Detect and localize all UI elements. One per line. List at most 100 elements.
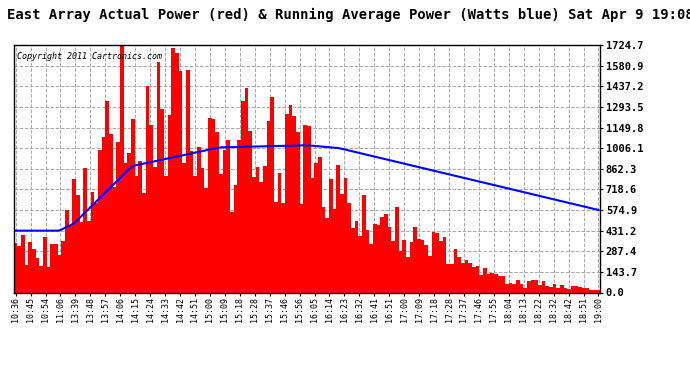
Bar: [32, 249, 36, 292]
Bar: [435, 233, 439, 292]
Bar: [293, 116, 296, 292]
Bar: [102, 138, 106, 292]
Bar: [549, 287, 553, 292]
Bar: [527, 281, 531, 292]
Bar: [439, 242, 443, 292]
Bar: [432, 232, 435, 292]
Bar: [486, 274, 491, 292]
Bar: [112, 188, 117, 292]
Bar: [582, 288, 586, 292]
Bar: [538, 285, 542, 292]
Bar: [446, 264, 450, 292]
Bar: [182, 163, 186, 292]
Bar: [259, 182, 263, 292]
Bar: [351, 228, 355, 292]
Bar: [505, 284, 509, 292]
Bar: [83, 168, 87, 292]
Bar: [248, 131, 252, 292]
Bar: [520, 284, 523, 292]
Bar: [380, 217, 384, 292]
Bar: [333, 209, 337, 292]
Bar: [366, 230, 369, 292]
Bar: [553, 285, 556, 292]
Bar: [377, 225, 380, 292]
Bar: [410, 242, 413, 292]
Bar: [469, 264, 472, 292]
Bar: [171, 48, 175, 292]
Bar: [578, 287, 582, 292]
Bar: [296, 132, 299, 292]
Bar: [315, 163, 318, 292]
Bar: [491, 273, 494, 292]
Bar: [204, 188, 208, 292]
Bar: [256, 166, 259, 292]
Bar: [230, 212, 234, 292]
Bar: [593, 290, 597, 292]
Bar: [168, 115, 171, 292]
Bar: [157, 62, 160, 292]
Bar: [201, 168, 204, 292]
Bar: [72, 179, 76, 292]
Bar: [454, 249, 457, 292]
Bar: [237, 141, 241, 292]
Bar: [329, 178, 333, 292]
Bar: [424, 244, 428, 292]
Bar: [43, 237, 47, 292]
Bar: [534, 280, 538, 292]
Text: East Array Actual Power (red) & Running Average Power (Watts blue) Sat Apr 9 19:: East Array Actual Power (red) & Running …: [7, 8, 690, 22]
Bar: [531, 280, 534, 292]
Bar: [39, 266, 43, 292]
Bar: [135, 176, 139, 292]
Bar: [128, 153, 131, 292]
Bar: [406, 257, 410, 292]
Bar: [190, 151, 193, 292]
Bar: [457, 257, 461, 292]
Bar: [340, 194, 344, 292]
Bar: [197, 147, 201, 292]
Bar: [193, 176, 197, 292]
Bar: [95, 203, 98, 292]
Bar: [14, 243, 17, 292]
Bar: [575, 286, 578, 292]
Bar: [307, 126, 310, 292]
Bar: [153, 167, 157, 292]
Bar: [47, 267, 50, 292]
Bar: [542, 281, 545, 292]
Bar: [564, 288, 567, 292]
Bar: [223, 150, 226, 292]
Bar: [384, 214, 388, 292]
Bar: [402, 240, 406, 292]
Bar: [106, 101, 109, 292]
Bar: [304, 125, 307, 292]
Text: Copyright 2011 Cartronics.com: Copyright 2011 Cartronics.com: [17, 53, 161, 62]
Bar: [373, 224, 377, 292]
Bar: [109, 134, 112, 292]
Bar: [25, 265, 28, 292]
Bar: [241, 101, 245, 292]
Bar: [358, 236, 362, 292]
Bar: [36, 258, 39, 292]
Bar: [87, 221, 91, 292]
Bar: [509, 284, 512, 292]
Bar: [586, 288, 589, 292]
Bar: [142, 193, 146, 292]
Bar: [98, 150, 102, 292]
Bar: [215, 132, 219, 292]
Bar: [337, 165, 340, 292]
Bar: [267, 121, 270, 292]
Bar: [120, 45, 124, 292]
Bar: [274, 202, 277, 292]
Bar: [326, 218, 329, 292]
Bar: [502, 276, 505, 292]
Bar: [310, 178, 315, 292]
Bar: [179, 71, 182, 292]
Bar: [597, 290, 600, 292]
Bar: [208, 118, 212, 292]
Bar: [450, 264, 454, 292]
Bar: [388, 227, 391, 292]
Bar: [65, 210, 69, 292]
Bar: [131, 119, 135, 292]
Bar: [571, 286, 575, 292]
Bar: [288, 105, 293, 292]
Bar: [245, 88, 248, 292]
